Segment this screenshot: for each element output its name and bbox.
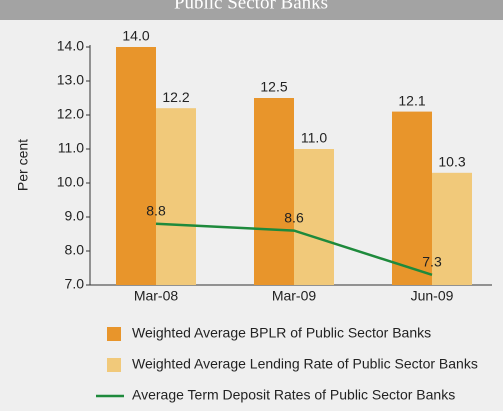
legend-swatch bbox=[107, 358, 121, 372]
bar bbox=[116, 47, 156, 285]
y-tick-label: 9.0 bbox=[65, 208, 85, 224]
y-tick-label: 8.0 bbox=[65, 242, 85, 258]
value-label: 8.8 bbox=[146, 203, 166, 219]
chart-title: Public Sector Banks bbox=[174, 0, 328, 13]
value-label: 7.3 bbox=[422, 254, 442, 270]
bar bbox=[156, 108, 196, 285]
value-label: 12.1 bbox=[398, 92, 425, 108]
value-label: 12.5 bbox=[260, 79, 287, 95]
value-label: 11.0 bbox=[301, 130, 327, 146]
x-tick-label: Mar-08 bbox=[134, 288, 179, 304]
y-tick-label: 11.0 bbox=[58, 140, 84, 156]
y-axis-label: Per cent bbox=[15, 139, 31, 191]
line bbox=[155, 222, 433, 276]
bar bbox=[294, 149, 334, 285]
value-label: 14.0 bbox=[122, 28, 149, 44]
y-tick-label: 10.0 bbox=[57, 174, 84, 190]
value-label: 8.6 bbox=[284, 209, 304, 225]
value-label: 12.2 bbox=[162, 89, 189, 105]
y-tick-label: 12.0 bbox=[57, 106, 84, 122]
legend-label: Weighted Average BPLR of Public Sector B… bbox=[132, 325, 431, 341]
header bbox=[0, 0, 503, 20]
x-tick-label: Mar-09 bbox=[272, 288, 317, 304]
bar bbox=[432, 172, 472, 285]
legend-swatch bbox=[107, 327, 121, 341]
y-tick-label: 14.0 bbox=[57, 38, 84, 54]
y-tick-label: 13.0 bbox=[57, 72, 84, 88]
legend-label: Average Term Deposit Rates of Public Sec… bbox=[132, 387, 455, 403]
y-tick-label: 7.0 bbox=[65, 276, 85, 292]
value-label: 10.3 bbox=[438, 154, 465, 170]
legend-label: Weighted Average Lending Rate of Public … bbox=[132, 356, 478, 372]
bar bbox=[254, 98, 294, 285]
bar bbox=[392, 111, 432, 285]
x-tick-label: Jun-09 bbox=[411, 288, 454, 304]
